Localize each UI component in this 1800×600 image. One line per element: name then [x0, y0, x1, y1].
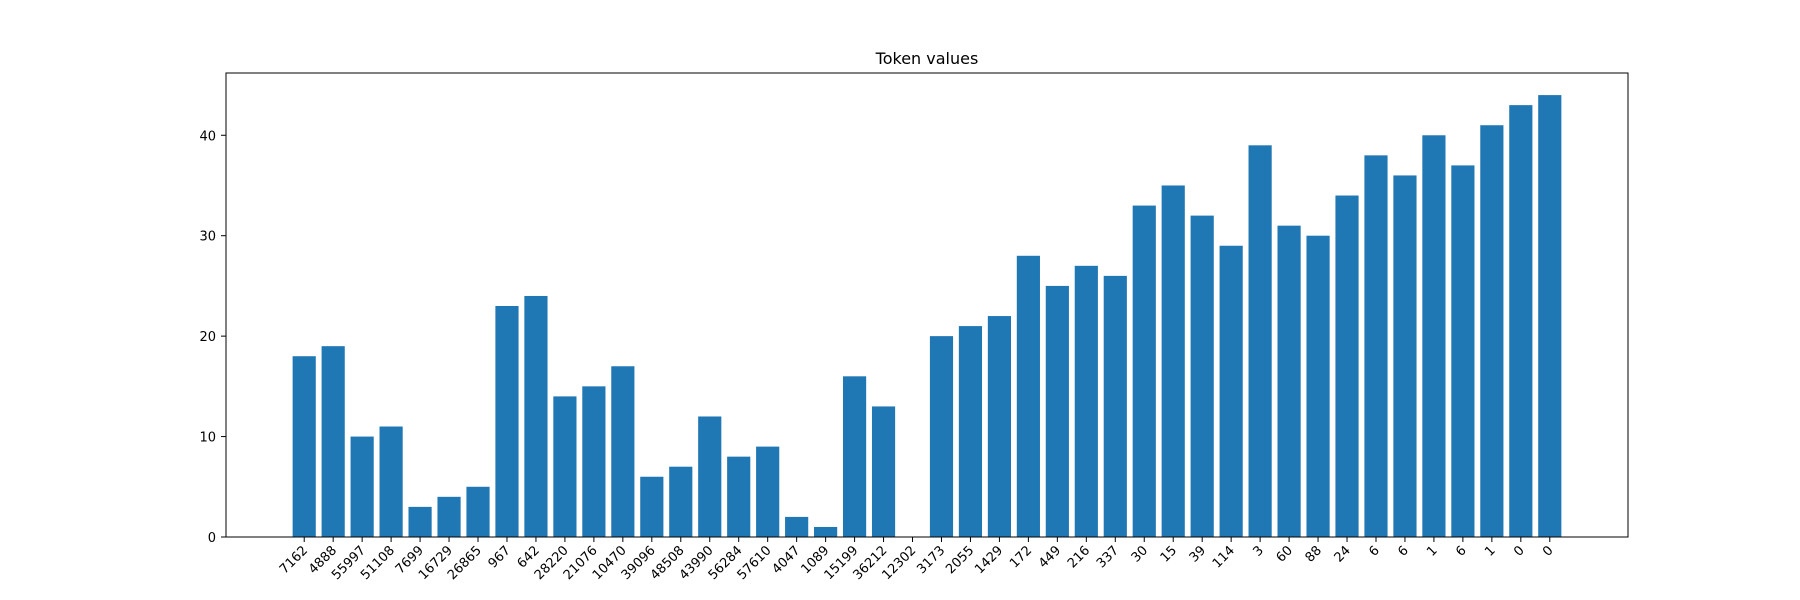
bar-5 — [437, 496, 461, 537]
bar-4 — [408, 506, 432, 537]
x-tick-label-30: 15 — [1158, 543, 1180, 565]
x-tick-label-27: 216 — [1065, 543, 1093, 571]
bar-7 — [495, 306, 519, 537]
x-tick-label-34: 60 — [1274, 543, 1296, 565]
y-tick-label-0: 0 — [208, 531, 216, 546]
x-tick-label-0: 7162 — [277, 543, 311, 577]
y-tick-label-3: 30 — [199, 230, 216, 245]
bar-1 — [321, 346, 345, 537]
bar-28 — [1103, 275, 1127, 537]
bar-42 — [1509, 105, 1533, 537]
x-tick-label-31: 39 — [1187, 543, 1209, 565]
bar-25 — [1016, 255, 1040, 538]
bar-9 — [553, 396, 577, 537]
x-tick-label-43: 0 — [1540, 543, 1556, 559]
bar-31 — [1190, 215, 1214, 538]
bar-35 — [1306, 235, 1330, 537]
x-tick-label-36: 24 — [1332, 543, 1354, 565]
bar-11 — [611, 366, 635, 537]
bar-19 — [843, 376, 867, 537]
x-tick-label-26: 449 — [1036, 543, 1064, 571]
bar-17 — [785, 516, 809, 537]
bar-37 — [1364, 155, 1388, 537]
y-axis: 0 10 20 30 40 — [199, 129, 226, 546]
x-tick-label-41: 1 — [1482, 543, 1498, 559]
bar-10 — [582, 386, 606, 537]
bar-33 — [1248, 145, 1272, 537]
x-tick-label-40: 6 — [1453, 543, 1469, 559]
x-tick-label-33: 3 — [1250, 543, 1266, 559]
x-tick-label-22: 3173 — [914, 543, 948, 577]
bar-29 — [1132, 205, 1156, 537]
x-tick-label-28: 337 — [1094, 543, 1122, 571]
bar-15 — [727, 456, 751, 537]
bar-2 — [350, 436, 374, 537]
x-tick-label-29: 30 — [1129, 543, 1151, 565]
bar-3 — [379, 426, 403, 537]
bar-32 — [1219, 245, 1243, 538]
bar-14 — [698, 416, 722, 537]
bar-12 — [640, 476, 664, 537]
bar-38 — [1393, 175, 1417, 537]
bar-41 — [1480, 125, 1504, 537]
x-tick-label-32: 114 — [1210, 543, 1238, 571]
bar-34 — [1277, 225, 1301, 537]
bar-23 — [958, 326, 983, 537]
bar-6 — [466, 486, 490, 537]
y-tick-label-2: 20 — [199, 330, 216, 345]
bar-0 — [292, 356, 316, 537]
bar-24 — [987, 316, 1011, 537]
x-tick-label-39: 1 — [1424, 543, 1440, 559]
plot-frame — [225, 72, 1629, 538]
x-tick-label-7: 967 — [486, 543, 514, 571]
y-tick-label-1: 10 — [199, 431, 216, 446]
x-tick-label-24: 1429 — [972, 543, 1006, 577]
bar-27 — [1074, 265, 1098, 537]
x-tick-label-23: 2055 — [943, 543, 977, 577]
x-tick-label-38: 6 — [1395, 543, 1411, 559]
bar-39 — [1422, 135, 1446, 537]
x-tick-label-17: 4047 — [769, 543, 803, 577]
bar-26 — [1045, 285, 1069, 537]
bar-16 — [756, 446, 780, 537]
x-tick-label-35: 88 — [1303, 543, 1325, 565]
bar-40 — [1451, 165, 1475, 537]
bar-18 — [814, 526, 838, 537]
bar-22 — [929, 336, 954, 537]
bar-13 — [669, 466, 693, 537]
x-tick-label-37: 6 — [1366, 543, 1382, 559]
bar-43 — [1538, 95, 1562, 537]
bar-20 — [871, 406, 896, 537]
bar-8 — [524, 295, 548, 537]
x-tick-label-25: 172 — [1007, 543, 1035, 571]
y-tick-label-4: 40 — [199, 129, 216, 144]
bars-group — [292, 95, 1562, 538]
bar-30 — [1161, 185, 1185, 538]
bar-36 — [1335, 195, 1359, 537]
x-tick-label-42: 0 — [1511, 543, 1527, 559]
chart-title: Token values — [875, 49, 979, 68]
